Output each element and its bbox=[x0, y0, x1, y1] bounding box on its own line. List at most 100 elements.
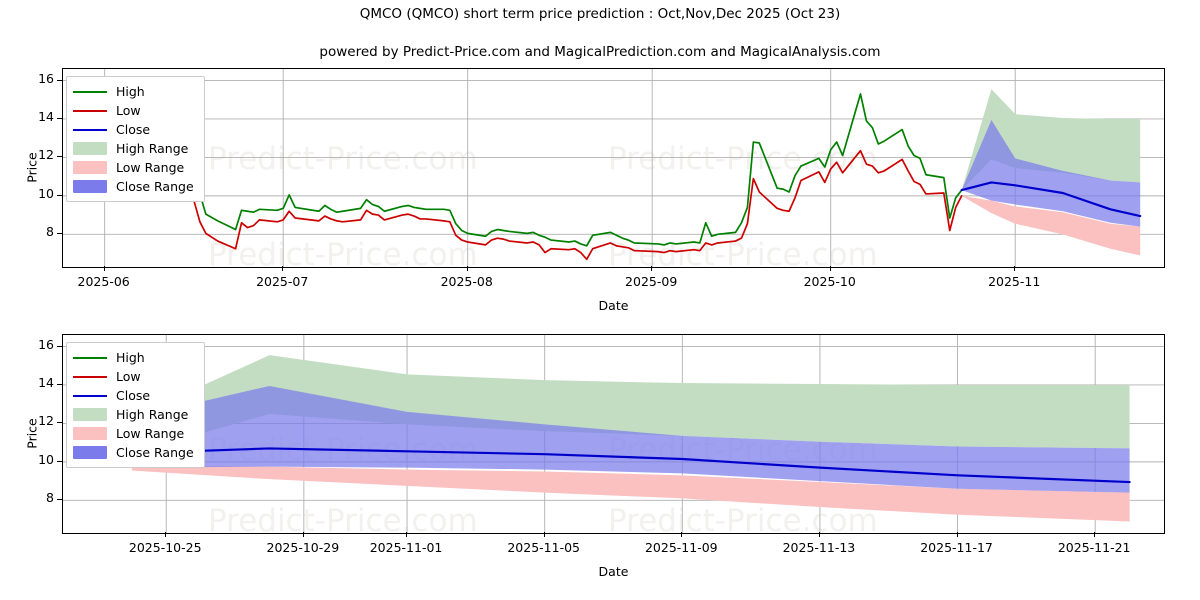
bottom-chart-legend-label: High bbox=[116, 350, 145, 365]
y-tick-label: 8 bbox=[46, 224, 54, 240]
x-tick-label: 2025-08 bbox=[440, 274, 493, 289]
close-price-line bbox=[130, 447, 1131, 484]
bottom-chart-legend-label: Close bbox=[116, 388, 151, 403]
x-tick-label: 2025-11-13 bbox=[782, 540, 856, 555]
watermark-text: Predict-Price.com bbox=[608, 141, 878, 177]
low-range-band bbox=[961, 195, 1141, 256]
bottom-chart-canvas: Predict-Price.comPredict-Price.comPredic… bbox=[63, 335, 1164, 533]
bottom-chart-legend-item-close: Close bbox=[73, 386, 196, 405]
top-chart-legend-label: Close bbox=[116, 122, 151, 137]
bottom-chart-plot-area: Predict-Price.comPredict-Price.comPredic… bbox=[62, 334, 1165, 534]
x-tick-mark bbox=[282, 266, 284, 271]
page-title: QMCO (QMCO) short term price prediction … bbox=[359, 6, 841, 22]
y-tick-label: 16 bbox=[38, 336, 54, 352]
bottom-chart-legend-label: Low Range bbox=[116, 426, 185, 441]
y-tick-label: 16 bbox=[38, 70, 54, 86]
bottom-chart-legend-item-low-range: Low Range bbox=[73, 424, 196, 443]
x-tick-label: 2025-11 bbox=[988, 274, 1041, 289]
bottom-chart-legend-swatch-patch-icon bbox=[73, 427, 107, 440]
top-chart-legend-item-high-range: High Range bbox=[73, 139, 196, 158]
x-tick-label: 2025-11-09 bbox=[644, 540, 718, 555]
top-chart-legend-item-close: Close bbox=[73, 120, 196, 139]
top-chart-legend-label: Close Range bbox=[116, 179, 194, 194]
x-tick-label: 2025-10-25 bbox=[128, 540, 202, 555]
x-tick-mark bbox=[818, 532, 820, 537]
top-chart-legend-label: High bbox=[116, 84, 145, 99]
bottom-chart-x-axis-label: Date bbox=[598, 564, 629, 579]
x-tick-mark bbox=[1094, 532, 1096, 537]
top-chart-legend-label: Low bbox=[116, 103, 141, 118]
x-tick-mark bbox=[829, 266, 831, 271]
bottom-chart-legend-label: Close Range bbox=[116, 445, 194, 460]
bottom-chart-legend-item-high: High bbox=[73, 348, 196, 367]
y-tick-mark bbox=[57, 499, 62, 501]
high-range-band bbox=[961, 89, 1141, 191]
y-tick-mark bbox=[57, 460, 62, 462]
y-tick-mark bbox=[57, 156, 62, 158]
y-tick-mark bbox=[57, 233, 62, 235]
y-tick-mark bbox=[57, 194, 62, 196]
top-chart-plot-area: Predict-Price.com Predict-Price.com Predic… bbox=[62, 68, 1165, 268]
top-chart-legend: High Low Close High Range Low Range Close Ran… bbox=[66, 76, 205, 202]
y-tick-label: 12 bbox=[38, 147, 54, 163]
top-chart-legend-swatch-line-icon bbox=[73, 104, 107, 117]
top-chart-legend-label: High Range bbox=[116, 141, 189, 156]
x-tick-label: 2025-06 bbox=[77, 274, 130, 289]
x-tick-mark bbox=[103, 266, 105, 271]
y-tick-mark bbox=[57, 345, 62, 347]
top-chart-panel: Predict-Price.com Predict-Price.com Predic… bbox=[62, 68, 1165, 268]
top-chart-x-axis-label: Date bbox=[598, 298, 629, 313]
y-tick-label: 8 bbox=[46, 490, 54, 506]
x-tick-label: 2025-10 bbox=[803, 274, 856, 289]
watermark-text: Predict-Price.com bbox=[208, 503, 478, 533]
high-range-band bbox=[131, 355, 1130, 454]
bottom-chart-legend-label: Low bbox=[116, 369, 141, 384]
y-tick-label: 10 bbox=[38, 451, 54, 467]
page-subtitle: powered by Predict-Price.com and Magical… bbox=[319, 44, 881, 60]
x-tick-mark bbox=[406, 532, 408, 537]
y-tick-label: 12 bbox=[38, 413, 54, 429]
x-tick-label: 2025-07 bbox=[256, 274, 309, 289]
watermark-text: Predict-Price.com bbox=[208, 141, 478, 177]
y-tick-mark bbox=[57, 117, 62, 119]
low-range-band bbox=[131, 465, 1130, 522]
x-tick-mark bbox=[165, 532, 167, 537]
x-tick-mark bbox=[466, 266, 468, 271]
close-range-band bbox=[961, 119, 1141, 227]
top-chart-legend-swatch-patch-icon bbox=[73, 161, 107, 174]
x-tick-label: 2025-10-29 bbox=[266, 540, 340, 555]
y-tick-label: 14 bbox=[38, 374, 54, 390]
bottom-chart-legend-swatch-line-icon bbox=[73, 370, 107, 383]
y-tick-label: 14 bbox=[38, 108, 54, 124]
x-tick-mark bbox=[956, 532, 958, 537]
top-chart-legend-item-close-range: Close Range bbox=[73, 177, 196, 196]
x-tick-mark bbox=[302, 532, 304, 537]
top-chart-canvas: Predict-Price.com Predict-Price.com Predic… bbox=[63, 69, 1164, 267]
bottom-chart-legend-swatch-patch-icon bbox=[73, 408, 107, 421]
x-tick-label: 2025-11-05 bbox=[507, 540, 581, 555]
y-tick-mark bbox=[57, 422, 62, 424]
y-tick-mark bbox=[57, 383, 62, 385]
x-tick-label: 2025-09 bbox=[625, 274, 678, 289]
x-tick-label: 2025-11-17 bbox=[920, 540, 993, 555]
bottom-chart-legend-swatch-patch-icon bbox=[73, 446, 107, 459]
bottom-chart-legend-swatch-line-icon bbox=[73, 389, 107, 402]
bottom-chart-panel: Predict-Price.comPredict-Price.comPredic… bbox=[62, 334, 1165, 534]
bottom-chart-legend-item-close-range: Close Range bbox=[73, 443, 196, 462]
bottom-chart-legend: High Low Close High Range Low Range Close Ran… bbox=[66, 342, 205, 468]
x-tick-label: 2025-11-21 bbox=[1057, 540, 1131, 555]
watermark-text: Predict-Price.com bbox=[208, 237, 478, 267]
watermark-text: Predict-Price.com bbox=[608, 503, 878, 533]
top-chart-legend-label: Low Range bbox=[116, 160, 185, 175]
top-chart-legend-swatch-patch-icon bbox=[73, 180, 107, 193]
x-tick-label: 2025-11-01 bbox=[369, 540, 443, 555]
top-chart-legend-item-high: High bbox=[73, 82, 196, 101]
y-tick-mark bbox=[57, 79, 62, 81]
close-price-line bbox=[960, 181, 1142, 218]
bottom-chart-legend-label: High Range bbox=[116, 407, 189, 422]
close-range-band bbox=[131, 385, 1130, 493]
top-chart-legend-swatch-patch-icon bbox=[73, 142, 107, 155]
top-chart-legend-item-low: Low bbox=[73, 101, 196, 120]
top-chart-legend-swatch-line-icon bbox=[73, 85, 107, 98]
